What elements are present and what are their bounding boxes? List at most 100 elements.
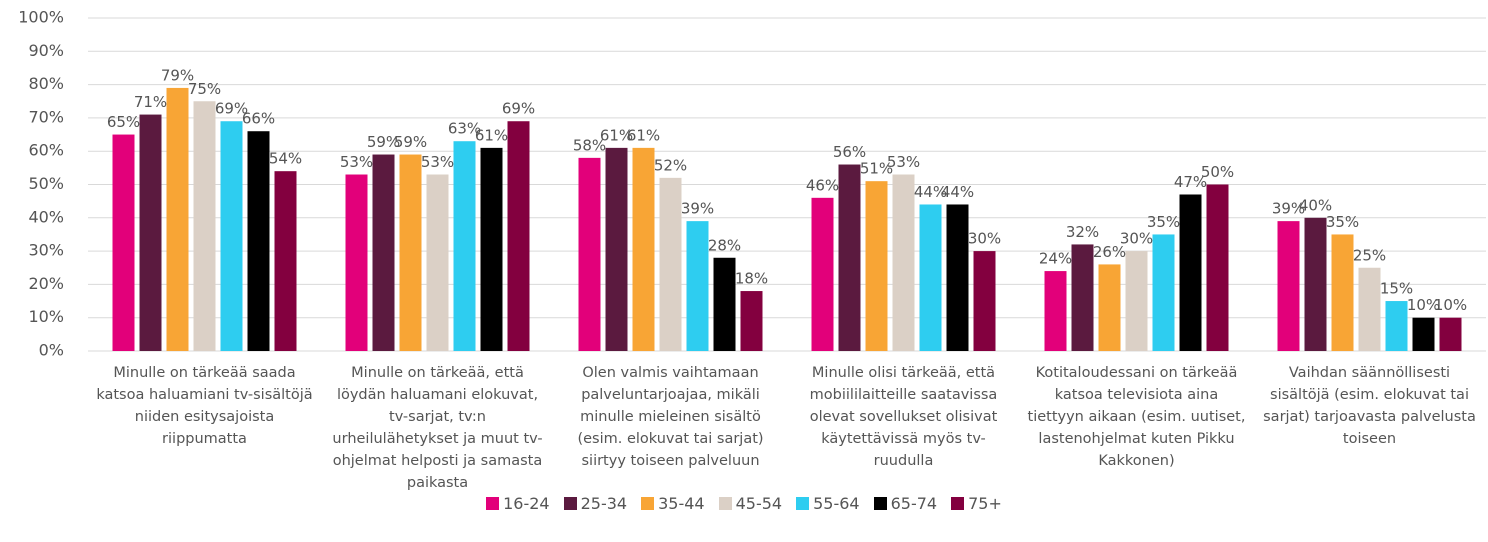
data-label: 63%	[448, 120, 481, 138]
bar	[166, 87, 189, 352]
data-label: 53%	[421, 153, 454, 171]
legend-item: 55-64	[796, 494, 860, 513]
data-label: 25%	[1353, 246, 1386, 264]
y-tick-label: 60%	[28, 141, 64, 160]
legend: 16-24 25-34 35-44 45-54 55-64 65-74 75+	[0, 494, 1488, 513]
data-label: 28%	[708, 236, 741, 254]
x-tick-label: Vaihdan säännöllisesti sisältöjä (esim. …	[1263, 365, 1476, 447]
bar	[919, 204, 942, 351]
legend-swatch	[718, 497, 732, 510]
bar	[1044, 271, 1067, 351]
y-tick-label: 50%	[28, 174, 64, 193]
data-label: 61%	[627, 126, 660, 144]
y-tick-label: 90%	[28, 41, 64, 60]
data-label: 75%	[188, 80, 221, 98]
bar	[345, 174, 368, 351]
legend-label: 45-54	[735, 494, 783, 513]
bar	[865, 181, 888, 351]
bar	[453, 141, 476, 351]
legend-swatch	[796, 497, 810, 510]
data-label: 10%	[1434, 296, 1467, 314]
data-label: 69%	[502, 100, 535, 118]
legend-swatch	[563, 497, 577, 510]
data-label: 53%	[887, 153, 920, 171]
legend-label: 75+	[968, 494, 1002, 513]
y-tick-label: 40%	[28, 207, 64, 226]
legend-label: 35-44	[658, 494, 705, 513]
bar	[1412, 317, 1435, 351]
bar	[1385, 301, 1408, 351]
y-tick-label: 10%	[28, 307, 64, 326]
legend-item: 65-74	[873, 494, 938, 513]
data-label: 35%	[1326, 213, 1359, 231]
data-label: 79%	[161, 66, 194, 84]
data-label: 50%	[1201, 163, 1234, 181]
data-label: 24%	[1039, 250, 1072, 268]
y-tick-label: 30%	[28, 241, 64, 260]
bar	[811, 197, 834, 351]
data-label: 47%	[1174, 173, 1207, 191]
legend-label: 65-74	[890, 494, 938, 513]
x-tick-label: Minulle on tärkeää, että löydän haluaman…	[332, 365, 543, 491]
data-label: 18%	[735, 270, 768, 288]
bar	[139, 114, 162, 351]
data-label: 58%	[573, 136, 606, 154]
data-label: 46%	[806, 176, 839, 194]
bar	[1179, 194, 1202, 351]
legend-item: 75+	[951, 494, 1002, 513]
y-tick-label: 70%	[28, 107, 64, 126]
bar	[1152, 234, 1175, 351]
bar	[946, 204, 969, 351]
data-label: 26%	[1093, 243, 1126, 261]
data-label: 35%	[1147, 213, 1180, 231]
bar	[686, 221, 709, 351]
data-label: 15%	[1380, 280, 1413, 298]
legend-label: 25-34	[580, 494, 628, 513]
data-label: 52%	[654, 156, 687, 174]
legend-label: 55-64	[813, 494, 860, 513]
data-label: 66%	[242, 110, 275, 128]
bar	[1304, 217, 1327, 351]
legend-swatch	[873, 497, 887, 510]
bar	[274, 171, 297, 351]
data-label: 56%	[833, 143, 866, 161]
bar	[1206, 184, 1229, 351]
bar	[892, 174, 915, 351]
bar	[740, 291, 763, 351]
data-label: 71%	[134, 93, 167, 111]
x-tick-label: Minulle on tärkeää saada katsoa haluamia…	[96, 365, 313, 447]
legend-swatch	[951, 497, 965, 510]
data-label: 40%	[1299, 196, 1332, 214]
data-label: 44%	[941, 183, 974, 201]
bar	[1071, 244, 1094, 351]
data-label: 39%	[1272, 200, 1305, 218]
y-tick-label: 0%	[39, 341, 64, 360]
bar	[372, 154, 395, 351]
y-tick-label: 100%	[18, 8, 64, 27]
bar	[220, 121, 243, 351]
bar	[838, 164, 861, 351]
data-label: 53%	[340, 153, 373, 171]
bar	[1098, 264, 1121, 351]
bar	[112, 134, 135, 351]
data-label: 69%	[215, 100, 248, 118]
data-label: 10%	[1407, 296, 1440, 314]
data-label: 61%	[600, 126, 633, 144]
legend-item: 25-34	[563, 494, 628, 513]
bar	[605, 147, 628, 351]
y-tick-label: 80%	[28, 74, 64, 93]
bar	[973, 251, 996, 351]
bar	[247, 131, 270, 351]
x-tick-label: Olen valmis vaihtamaan palveluntarjoajaa…	[577, 365, 764, 469]
bar	[578, 157, 601, 351]
bar	[1331, 234, 1354, 351]
legend-item: 45-54	[718, 494, 783, 513]
bar	[1439, 317, 1462, 351]
bar	[1125, 251, 1148, 351]
x-tick-label: Minulle olisi tärkeää, että mobiililaitt…	[809, 365, 998, 469]
legend-swatch	[641, 497, 655, 510]
data-label: 44%	[914, 183, 947, 201]
bar	[713, 257, 736, 351]
